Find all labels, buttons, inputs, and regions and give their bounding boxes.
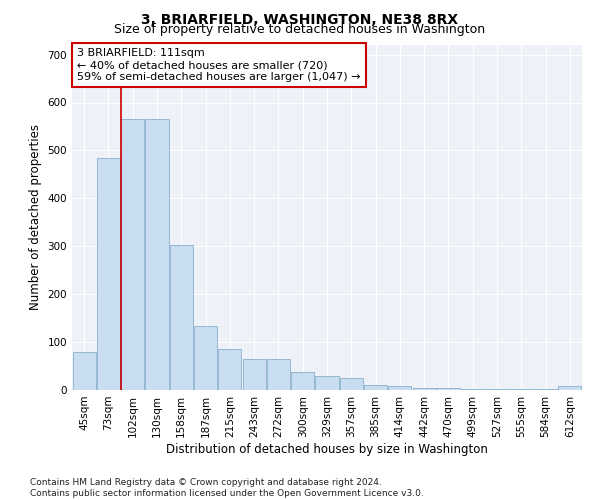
Bar: [364, 385, 387, 390]
Bar: [218, 350, 241, 390]
Bar: [340, 378, 363, 390]
Bar: [73, 352, 95, 390]
Bar: [316, 376, 338, 390]
Text: Size of property relative to detached houses in Washington: Size of property relative to detached ho…: [115, 22, 485, 36]
Bar: [291, 372, 314, 390]
Bar: [461, 388, 484, 390]
Bar: [437, 388, 460, 390]
X-axis label: Distribution of detached houses by size in Washington: Distribution of detached houses by size …: [166, 442, 488, 456]
Bar: [534, 389, 557, 390]
Text: 3 BRIARFIELD: 111sqm
← 40% of detached houses are smaller (720)
59% of semi-deta: 3 BRIARFIELD: 111sqm ← 40% of detached h…: [77, 48, 361, 82]
Bar: [242, 359, 266, 390]
Bar: [145, 120, 169, 390]
Bar: [194, 326, 217, 390]
Bar: [121, 120, 144, 390]
Text: 3, BRIARFIELD, WASHINGTON, NE38 8RX: 3, BRIARFIELD, WASHINGTON, NE38 8RX: [142, 12, 458, 26]
Bar: [388, 386, 412, 390]
Bar: [267, 359, 290, 390]
Bar: [485, 389, 509, 390]
Bar: [559, 386, 581, 390]
Y-axis label: Number of detached properties: Number of detached properties: [29, 124, 42, 310]
Bar: [413, 388, 436, 390]
Bar: [510, 389, 533, 390]
Bar: [97, 158, 120, 390]
Bar: [170, 246, 193, 390]
Text: Contains HM Land Registry data © Crown copyright and database right 2024.
Contai: Contains HM Land Registry data © Crown c…: [30, 478, 424, 498]
